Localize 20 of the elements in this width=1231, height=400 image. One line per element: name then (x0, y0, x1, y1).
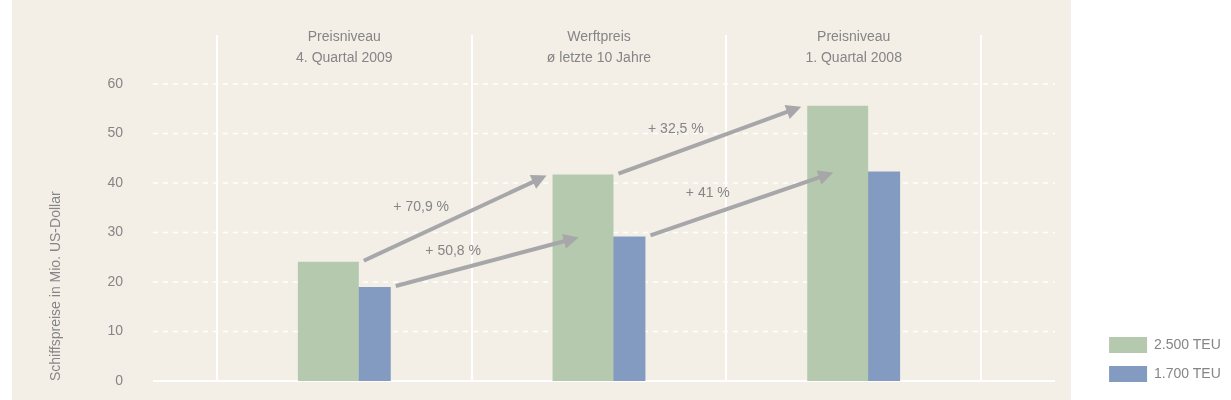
y-tick-label: 40 (107, 173, 124, 190)
y-tick-label: 60 (107, 74, 124, 91)
annotation: + 32,5 % (648, 120, 704, 137)
x-tick-label: Werftpreis ø letzte 10 Jahre (546, 28, 652, 65)
x-tick-label: Preisniveau 1. Quartal 2008 (805, 28, 903, 65)
annotation: + 50,8 % (425, 241, 481, 258)
annotation: + 41 % (685, 183, 730, 200)
y-tick-label: 0 (115, 371, 124, 388)
bar (297, 261, 359, 381)
x-tick-label: Preisniveau 4. Quartal 2009 (296, 28, 393, 65)
y-tick-label: 30 (107, 223, 124, 240)
y-tick-label: 20 (107, 272, 124, 289)
y-tick-label: 10 (107, 322, 124, 339)
legend-label: 2.500 TEU (1154, 335, 1221, 352)
bar (552, 174, 614, 381)
y-tick-label: 50 (107, 124, 124, 141)
y-axis-title: Schiffspreise in Mio. US-Dollar (47, 191, 64, 381)
annotation: + 70,9 % (393, 198, 450, 214)
bar (807, 105, 869, 381)
legend-label: 1.700 TEU (1154, 364, 1221, 381)
